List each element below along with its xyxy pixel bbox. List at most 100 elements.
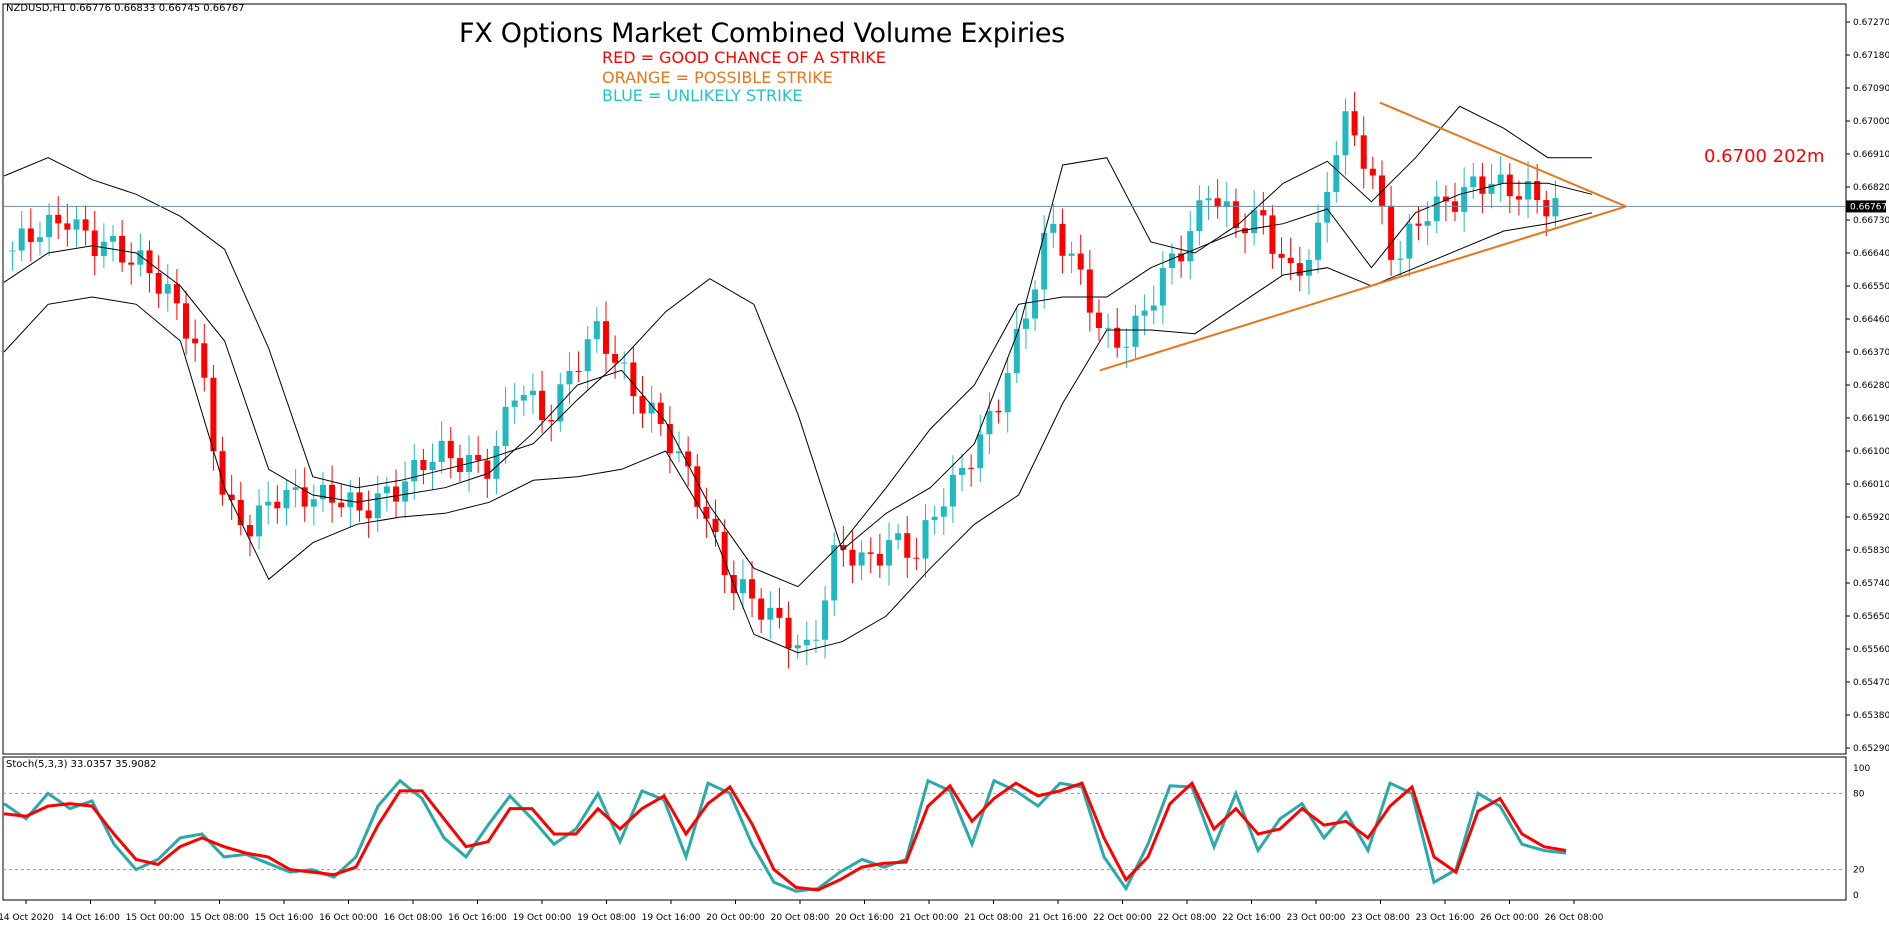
price-tick-label: 0.66190 xyxy=(1853,414,1889,424)
candle-body xyxy=(137,250,144,265)
time-tick-label: 22 Oct 00:00 xyxy=(1093,913,1152,923)
candle-body xyxy=(1022,318,1029,329)
price-tick-label: 0.66820 xyxy=(1853,183,1889,193)
candle-body xyxy=(46,214,53,238)
price-tick-label: 0.65830 xyxy=(1853,546,1889,556)
candle-body xyxy=(739,579,746,594)
stoch-tick-label: 80 xyxy=(1853,789,1865,799)
candle-body xyxy=(192,338,199,344)
time-tick-label: 21 Oct 16:00 xyxy=(1029,913,1088,923)
candle-body xyxy=(1470,176,1477,188)
candle-body xyxy=(876,553,883,566)
candle-body xyxy=(128,262,135,265)
candle-body xyxy=(1123,346,1130,348)
candle-body xyxy=(1269,215,1276,254)
candle-body xyxy=(310,499,317,507)
price-tick-label: 0.66730 xyxy=(1853,216,1889,226)
candle-body xyxy=(593,321,600,340)
triangle-upper-trendline xyxy=(1379,101,1627,208)
time-tick-label: 14 Oct 16:00 xyxy=(61,913,120,923)
price-tick-label: 0.65380 xyxy=(1853,711,1889,721)
price-tick-label: 0.66010 xyxy=(1853,480,1889,490)
price-tick-label: 0.65920 xyxy=(1853,513,1889,523)
candle-body xyxy=(183,303,190,339)
candle-body xyxy=(319,484,326,500)
candle-body xyxy=(201,343,208,378)
candle-body xyxy=(1041,232,1048,290)
candle-body xyxy=(794,645,801,649)
time-tick-label: 20 Oct 08:00 xyxy=(771,913,830,923)
candle-body xyxy=(1059,223,1066,256)
candle-body xyxy=(1424,221,1431,226)
candle-body xyxy=(803,639,810,646)
time-tick-label: 21 Oct 00:00 xyxy=(900,913,959,923)
candle-body xyxy=(1032,289,1039,319)
time-tick-label: 15 Oct 08:00 xyxy=(190,913,249,923)
candle-body xyxy=(959,467,966,475)
candle-body xyxy=(173,284,180,304)
candle-body xyxy=(420,460,427,471)
candle-body xyxy=(1488,183,1495,194)
price-tick-label: 0.65560 xyxy=(1853,645,1889,655)
candle-body xyxy=(456,458,463,472)
candle-body xyxy=(1196,200,1203,232)
candle-body xyxy=(1534,181,1541,201)
time-tick-label: 26 Oct 00:00 xyxy=(1480,913,1539,923)
candle-body xyxy=(1315,222,1322,260)
candle-body xyxy=(402,481,409,502)
candle-body xyxy=(977,434,984,469)
candle-body xyxy=(666,424,673,454)
candle-body xyxy=(1223,201,1230,208)
time-tick-label: 21 Oct 08:00 xyxy=(964,913,1023,923)
candle-body xyxy=(36,237,43,242)
candle-body xyxy=(1187,231,1194,262)
candle-body xyxy=(712,518,719,533)
candle-body xyxy=(630,362,637,397)
time-tick-label: 15 Oct 16:00 xyxy=(255,913,314,923)
candle-body xyxy=(922,520,929,559)
candle-body xyxy=(256,505,263,537)
candle-body xyxy=(566,370,573,385)
candle-body xyxy=(82,219,89,231)
candle-body xyxy=(1178,253,1185,262)
candle-body xyxy=(283,489,290,509)
candle-body xyxy=(995,410,1002,413)
legend-blue-unlikely: BLUE = UNLIKELY STRIKE xyxy=(602,86,803,105)
candle-body xyxy=(767,607,774,620)
candle-body xyxy=(228,494,235,501)
candle-body xyxy=(329,484,336,503)
candle-body xyxy=(1169,253,1175,269)
candle-body xyxy=(164,284,171,294)
price-tick-label: 0.66280 xyxy=(1853,381,1889,391)
candle-body xyxy=(119,235,126,263)
candle-body xyxy=(365,510,372,519)
price-tick-label: 0.66100 xyxy=(1853,447,1889,457)
candle-body xyxy=(64,223,71,230)
candle-body xyxy=(584,339,591,372)
last-price-value: 0.66767 xyxy=(1850,202,1887,212)
candle-body xyxy=(968,467,975,469)
candle-body xyxy=(940,506,947,517)
bollinger-lower xyxy=(3,212,1593,654)
candle-body xyxy=(246,525,253,537)
candles xyxy=(9,91,1559,669)
candle-body xyxy=(703,506,710,519)
candle-body xyxy=(1013,328,1020,374)
candle-body xyxy=(694,466,701,507)
candle-body xyxy=(91,230,98,257)
price-pane: 0.67270 0.67180 0.67090 0.67000 0.66910 0.668… xyxy=(2,3,1889,755)
candle-body xyxy=(539,390,546,421)
chart-title: FX Options Market Combined Volume Expiri… xyxy=(459,18,1065,49)
price-tick-label: 0.66910 xyxy=(1853,150,1889,160)
candle-body xyxy=(1461,187,1468,212)
candle-body xyxy=(292,487,299,490)
candle-body xyxy=(1251,210,1258,234)
price-tick-label: 0.66640 xyxy=(1853,249,1889,259)
candle-body xyxy=(1004,373,1011,413)
candle-body xyxy=(885,540,892,566)
candle-body xyxy=(648,402,655,414)
candle-body xyxy=(849,549,856,566)
candle-body xyxy=(758,598,765,620)
price-pane-frame xyxy=(2,3,1847,755)
